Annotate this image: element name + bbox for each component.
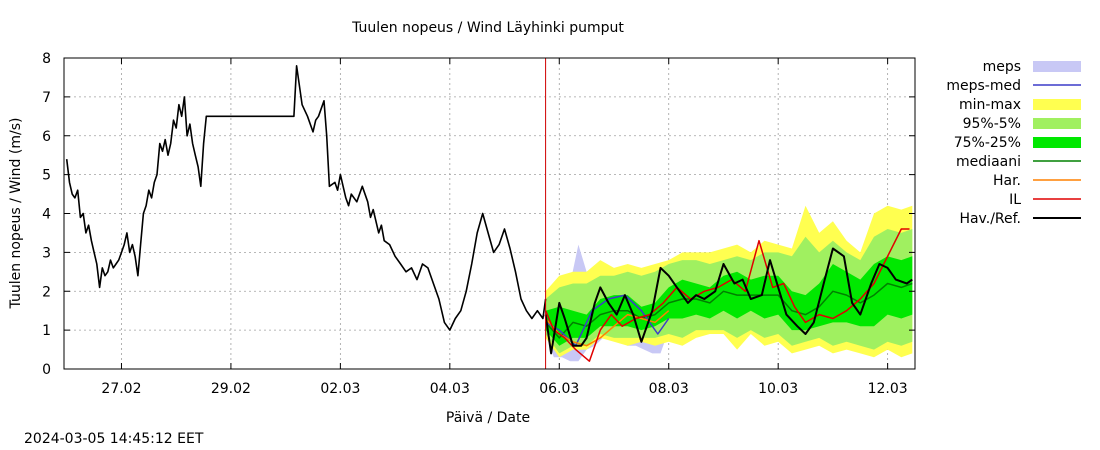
x-tick-label: 27.02	[101, 381, 141, 397]
y-axis-ticks: 0 1 2 3 4 5 6 7 8	[42, 51, 915, 378]
x-tick-label: 12.03	[868, 381, 908, 397]
x-tick-label: 10.03	[758, 381, 798, 397]
il-line	[544, 228, 910, 362]
x-tick-label: 04.03	[430, 381, 470, 397]
meps-med-line	[545, 294, 670, 347]
legend-label-p95_5: 95%-5%	[963, 116, 1021, 132]
series-lines	[65, 65, 913, 362]
x-tick-label: 02.03	[320, 381, 360, 397]
legend-label-il: IL	[1009, 192, 1021, 208]
chart-title: Tuulen nopeus / Wind Läyhinki pumput	[351, 20, 624, 36]
y-tick-label: 7	[42, 90, 51, 106]
x-tick-label: 08.03	[649, 381, 689, 397]
legend: meps meps-med min-max 95%-5% 75%-25% mediaani…	[946, 59, 1081, 227]
y-tick-label: 6	[42, 129, 51, 145]
legend-swatch-p95_5	[1033, 118, 1081, 129]
legend-label-har: Har.	[993, 173, 1021, 189]
x-axis-label: Päivä / Date	[446, 410, 530, 426]
legend-label-obs: Hav./Ref.	[959, 211, 1021, 227]
legend-label-meps: meps	[983, 59, 1021, 75]
legend-swatch-p75_25	[1033, 137, 1081, 148]
legend-label-meps_med: meps-med	[946, 78, 1021, 94]
observed-history-line	[65, 65, 547, 331]
grid-lines	[64, 58, 915, 369]
x-axis-ticks: 27.02 29.02 02.03 04.03 06.03 08.03 10.03 12.03	[101, 58, 908, 397]
x-tick-label: 29.02	[211, 381, 251, 397]
y-tick-label: 4	[42, 207, 51, 223]
legend-label-minmax: min-max	[959, 97, 1021, 113]
legend-label-p75_25: 75%-25%	[954, 135, 1021, 151]
y-tick-label: 5	[42, 168, 51, 184]
y-tick-label: 8	[42, 51, 51, 67]
observed-forecast-line	[544, 247, 913, 355]
y-tick-label: 3	[42, 245, 51, 261]
x-tick-label: 06.03	[539, 381, 579, 397]
p75-25-band	[545, 256, 913, 346]
legend-swatch-minmax	[1033, 99, 1081, 110]
legend-swatch-meps	[1033, 61, 1081, 72]
legend-label-median: mediaani	[956, 154, 1021, 170]
y-tick-label: 2	[42, 284, 51, 300]
median-line	[545, 282, 913, 339]
timestamp: 2024-03-05 14:45:12 EET	[24, 431, 204, 447]
y-tick-label: 1	[42, 323, 51, 339]
y-axis-label: Tuulen nopeus / Wind (m/s)	[8, 118, 24, 310]
y-tick-label: 0	[42, 362, 51, 378]
